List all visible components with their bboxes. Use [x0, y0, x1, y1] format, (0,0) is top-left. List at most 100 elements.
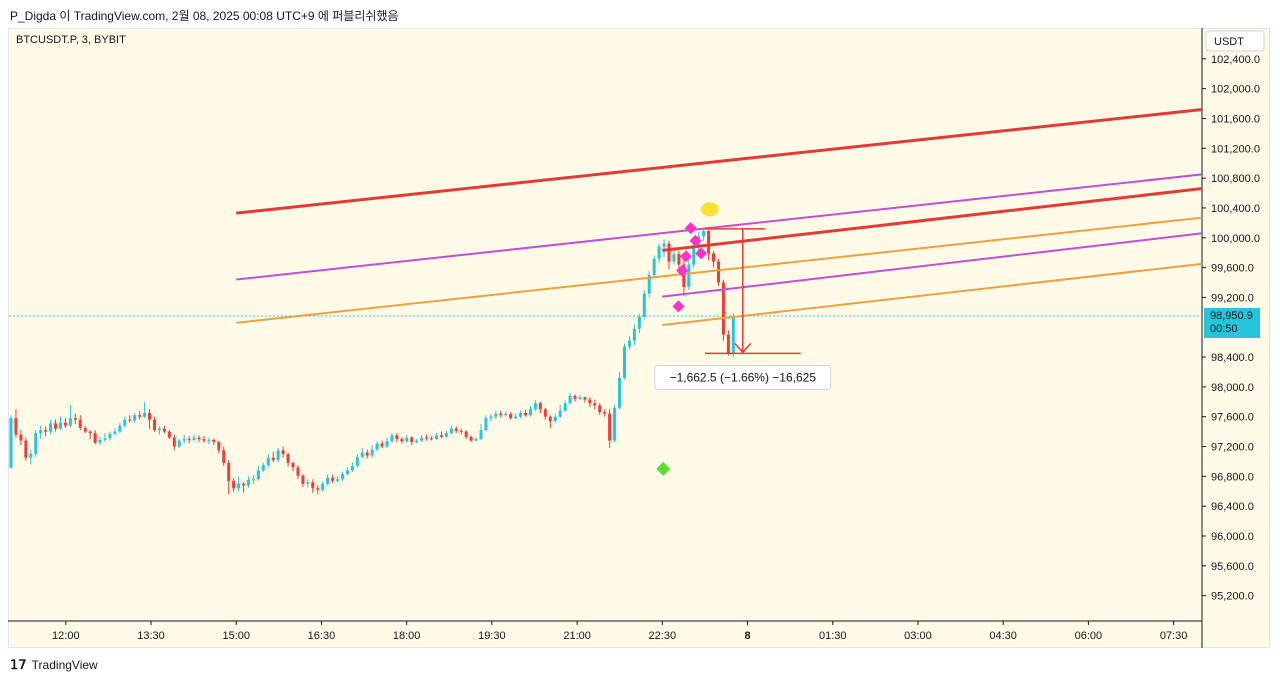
- price-axis[interactable]: 102,400.0 102,000.0 101,600.0 101,200.0 100,…: [1202, 54, 1260, 603]
- candle-body: [657, 246, 661, 259]
- tradingview-brand-text: TradingView: [31, 658, 98, 672]
- price-tick-label: 98,000.0: [1211, 382, 1254, 394]
- time-tick-label: 18:00: [393, 630, 421, 642]
- candle-body: [336, 479, 340, 481]
- candle-body: [444, 433, 448, 437]
- candle-body: [573, 395, 577, 399]
- candle-body: [152, 419, 156, 431]
- candle-body: [528, 409, 532, 416]
- trendline[interactable]: [662, 232, 1203, 298]
- candle-body: [118, 425, 122, 432]
- trendline[interactable]: [236, 108, 1203, 215]
- footer: 𝟣𝟩 TradingView: [0, 648, 1280, 681]
- signal-diamond: [656, 461, 671, 476]
- candle-body: [464, 431, 468, 437]
- price-tick-label: 102,000.0: [1211, 84, 1260, 96]
- candle-body: [642, 293, 646, 317]
- candle-body: [593, 403, 597, 406]
- currency-label: USDT: [1214, 36, 1244, 48]
- price-range-measurement[interactable]: −1,662.5 (−1.66%) −16,625: [654, 228, 832, 390]
- candle-body: [652, 258, 656, 276]
- time-tick-label: 8: [744, 630, 750, 642]
- candle-body: [316, 488, 320, 490]
- candle-body: [687, 264, 691, 287]
- candle-body: [157, 428, 161, 431]
- candle-body: [603, 412, 607, 414]
- candle-body: [390, 435, 394, 442]
- time-tick-label: 06:00: [1075, 630, 1103, 642]
- candle-body: [583, 397, 587, 400]
- candle-body: [489, 416, 493, 419]
- candle-body: [469, 436, 473, 441]
- candle-body: [434, 435, 438, 440]
- candle-body: [667, 243, 671, 262]
- candle-body: [54, 423, 58, 429]
- candle-body: [237, 483, 241, 489]
- candle-body: [326, 477, 330, 484]
- time-axis[interactable]: 12:00 13:30 15:00 16:30 18:00 19:30 21:00 22:30…: [52, 621, 1187, 642]
- candle-body: [395, 435, 399, 440]
- currency-selector[interactable]: USDT: [1205, 30, 1265, 52]
- candle-body: [563, 403, 567, 411]
- candle-body: [103, 438, 107, 440]
- candle-body: [321, 483, 325, 490]
- candle-body: [177, 440, 181, 447]
- price-tick-label: 101,600.0: [1211, 113, 1260, 125]
- candle-body: [266, 457, 270, 466]
- candle-body: [197, 437, 201, 440]
- candle-body: [58, 422, 62, 429]
- candle-body: [68, 418, 72, 426]
- candle-body: [484, 418, 488, 431]
- candle-body: [108, 433, 112, 439]
- candle-body: [286, 453, 290, 463]
- candle-body: [88, 431, 92, 434]
- candle-body: [588, 399, 592, 404]
- candle-body: [242, 483, 246, 486]
- candle-body: [128, 419, 132, 421]
- candle-body: [271, 457, 275, 460]
- publish-info-text: P_Digda 이 TradingView.com, 2월 08, 2025 0…: [10, 9, 399, 23]
- trendline[interactable]: [662, 187, 1203, 252]
- candle-body: [49, 423, 53, 432]
- candle-body: [39, 430, 43, 434]
- candle-body: [24, 440, 28, 458]
- candle-body: [420, 437, 424, 441]
- time-tick-label: 22:30: [649, 630, 677, 642]
- candle-body: [662, 243, 666, 247]
- candle-body: [172, 437, 176, 447]
- candle-body: [608, 413, 612, 441]
- trendline[interactable]: [236, 173, 1203, 281]
- trendline[interactable]: [236, 216, 1203, 324]
- time-tick-label: 07:30: [1160, 630, 1188, 642]
- time-tick-label: 19:30: [478, 630, 506, 642]
- candle-body: [494, 413, 498, 417]
- candle-body: [355, 456, 359, 466]
- candle-body: [598, 405, 602, 413]
- candle-body: [509, 413, 513, 419]
- price-tick-label: 99,600.0: [1211, 263, 1254, 275]
- candle-body: [449, 428, 453, 434]
- trendline-group[interactable]: [236, 108, 1203, 326]
- price-tick-label: 100,000.0: [1211, 233, 1260, 245]
- signal-markers: [656, 202, 719, 476]
- signal-diamond: [679, 250, 692, 263]
- candle-body: [454, 428, 458, 431]
- tradingview-logo[interactable]: 𝟣𝟩 TradingView: [10, 657, 98, 673]
- candle-body: [345, 470, 349, 475]
- candle-body: [618, 377, 622, 408]
- candle-body: [370, 449, 374, 456]
- candle-body: [524, 412, 528, 416]
- candle-body: [558, 410, 562, 417]
- candle-body: [73, 418, 77, 420]
- candle-body: [207, 439, 211, 441]
- trendline[interactable]: [662, 262, 1203, 326]
- time-tick-label: 01:30: [819, 630, 847, 642]
- chart-canvas[interactable]: BTCUSDT.P, 3, BYBIT USDT 102,400.0 102,00…: [8, 28, 1270, 648]
- price-tick-label: 96,000.0: [1211, 531, 1254, 543]
- candle-body: [113, 431, 117, 434]
- candle-body: [712, 253, 716, 262]
- candle-body: [365, 452, 369, 456]
- tradingview-logo-icon: 𝟣𝟩: [10, 657, 27, 672]
- candle-body: [29, 453, 33, 458]
- time-tick-label: 15:00: [222, 630, 250, 642]
